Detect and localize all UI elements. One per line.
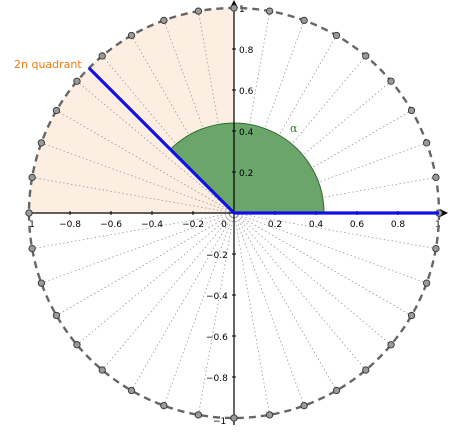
circle-point xyxy=(52,106,61,115)
x-tick-labels: 1 −0.8 −0.6 −0.4 −0.2 0 0.2 0.4 0.6 0.8 … xyxy=(29,220,441,230)
x-tick-label: −0.6 xyxy=(100,220,122,230)
x-tick-label: −0.4 xyxy=(141,220,163,230)
circle-point xyxy=(265,7,274,15)
circle-point xyxy=(300,401,308,410)
dotted-radial-line xyxy=(233,212,270,415)
circle-point xyxy=(230,4,238,12)
circle-point xyxy=(422,139,431,147)
dotted-radial-line xyxy=(233,212,392,346)
circle-point xyxy=(28,244,36,253)
circle-point xyxy=(127,386,136,395)
circle-point xyxy=(160,401,168,410)
y-tick-label: −0.8 xyxy=(206,374,228,384)
circle-point xyxy=(407,106,416,115)
circle-point xyxy=(332,386,341,395)
x-tick-label: 0.6 xyxy=(350,220,365,230)
circle-points xyxy=(25,4,443,422)
circle-point xyxy=(407,311,416,320)
y-tick-label: 0.8 xyxy=(239,46,254,56)
x-tick-label: 0.8 xyxy=(391,220,406,230)
x-tick-label: −0.2 xyxy=(182,220,204,230)
dotted-radial-line xyxy=(233,212,337,391)
origin-label: 0 xyxy=(221,220,227,230)
circle-point xyxy=(52,311,61,320)
circle-point xyxy=(98,366,106,374)
x-tick-label: 0.4 xyxy=(309,220,324,230)
angle-alpha-sector xyxy=(169,122,325,214)
circle-point xyxy=(127,31,136,40)
y-tick-label: 1 xyxy=(239,5,245,15)
circle-point xyxy=(432,244,440,253)
circle-point xyxy=(37,279,46,287)
circle-point xyxy=(194,411,203,419)
y-tick-label: −1 xyxy=(213,417,226,427)
dotted-radial-line xyxy=(233,212,367,371)
circle-point xyxy=(387,341,395,349)
circle-point xyxy=(230,414,238,422)
dotted-radial-line xyxy=(32,212,235,249)
dotted-radial-line xyxy=(198,212,235,415)
circle-point xyxy=(387,77,395,85)
y-tick-label: 0.4 xyxy=(239,128,254,138)
circle-point xyxy=(265,411,274,419)
circle-point xyxy=(432,173,440,182)
x-tick-label: 1 xyxy=(29,220,35,230)
y-tick-labels: 1 0.8 0.6 0.4 0.2 −0.2 −0.4 −0.6 −0.8 −1 xyxy=(206,5,254,427)
circle-point xyxy=(422,279,431,287)
y-tick-label: 0.2 xyxy=(239,169,253,179)
circle-point xyxy=(160,16,168,25)
circle-point xyxy=(73,77,81,85)
circle-point xyxy=(25,209,33,217)
circle-point xyxy=(362,366,370,374)
circle-point xyxy=(362,52,370,60)
circle-point xyxy=(37,139,46,147)
y-tick-label: 0.6 xyxy=(239,87,254,97)
dotted-radial-line xyxy=(233,212,436,249)
x-tick-label: −0.8 xyxy=(59,220,81,230)
dotted-radial-line xyxy=(76,212,235,346)
circle-point xyxy=(28,173,36,182)
circle-point xyxy=(73,341,81,349)
circle-point xyxy=(300,16,308,25)
terminal-side-ray xyxy=(87,66,236,215)
circle-point xyxy=(98,52,106,60)
angle-alpha-label: α xyxy=(290,122,298,135)
y-tick-label: −0.6 xyxy=(206,333,228,343)
y-tick-label: −0.2 xyxy=(206,251,228,261)
circle-point xyxy=(194,7,203,15)
x-tick-label: 0.2 xyxy=(268,220,282,230)
y-tick-label: −0.4 xyxy=(206,292,228,302)
circle-point xyxy=(332,31,341,40)
quadrant-label: 2n quadrant xyxy=(14,58,82,71)
